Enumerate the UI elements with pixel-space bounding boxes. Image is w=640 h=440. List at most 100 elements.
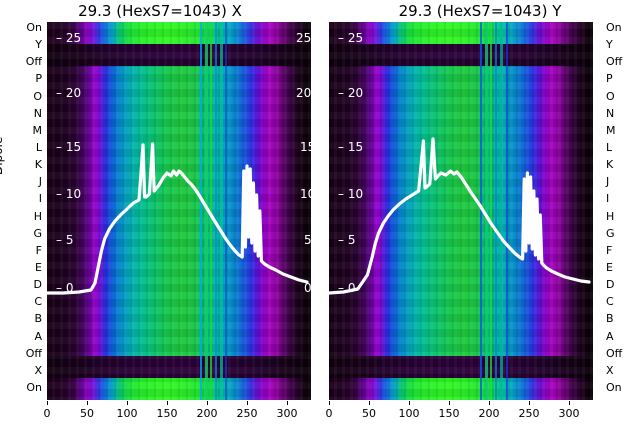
heatmap-band-main [47,66,311,356]
category-label-left-13: F [35,243,42,257]
x-tick-label-p1-6: 300 [558,407,580,420]
category-label-left-10: I [38,192,42,206]
x-tick-mark-p0-5 [247,401,248,405]
category-label-left-5: N [33,106,42,120]
category-label-right-0: On [606,21,622,34]
heatmap-band-separator-upper2 [47,58,311,66]
category-label-left-9: J [38,175,42,189]
x-tick-mark-p1-4 [489,401,490,405]
panel-y-heatmap[interactable] [329,22,593,400]
ytick-0: – 0 [56,281,74,295]
category-label-right-21: On [606,381,622,394]
x-tick-label-p1-2: 100 [398,407,420,420]
category-label-right-9: J [606,175,610,189]
category-label-left-7: L [35,141,42,154]
category-label-left-21: On [26,381,42,394]
ytick-5: – 5 [56,233,74,247]
ytick-0: – 0 [338,281,356,295]
category-label-left-4: O [33,89,42,103]
panel-y: 29.3 (HexS7=1043) Y – 25 – 20 [320,0,640,440]
x-tick-label-p0-1: 50 [80,407,94,420]
ytick-20: – 20 [338,86,364,100]
category-label-left-18: A [34,329,42,343]
category-label-right-1: Y [606,38,613,52]
ytick-right-0: 0 [304,281,312,295]
x-tick-label-p1-5: 250 [518,407,540,420]
x-tick-mark-p1-5 [529,401,530,405]
heatmap-band-separator-upper [47,44,311,58]
category-label-left-12: G [33,226,42,240]
x-tick-mark-p0-2 [127,401,128,405]
ytick-15: – 15 [338,140,364,154]
category-label-right-7: L [606,141,613,154]
ytick-25: – 25 [56,31,82,45]
category-label-right-14: E [606,261,613,274]
category-label-right-5: N [606,106,615,120]
panel-y-title: 29.3 (HexS7=1043) Y [398,2,562,20]
category-label-left-11: H [33,209,42,223]
category-label-left-17: B [34,312,42,326]
x-tick-label-p1-4: 200 [478,407,500,420]
category-label-left-2: Off [25,55,42,69]
x-tick-mark-p1-1 [369,401,370,405]
panel-x-title: 29.3 (HexS7=1043) X [78,2,242,20]
ytick-right-5: 5 [304,233,312,247]
category-label-right-2: Off [606,55,623,69]
x-tick-label-p0-6: 300 [276,407,298,420]
x-tick-mark-p0-1 [87,401,88,405]
x-tick-mark-p1-0 [329,401,330,405]
category-label-left-8: K [34,158,42,172]
category-label-right-18: A [606,329,614,343]
ytick-5: – 5 [338,233,356,247]
x-tick-mark-p0-6 [287,401,288,405]
x-tick-mark-p1-2 [409,401,410,405]
panel-x: 29.3 (HexS7=1043) X – 25 – 20 [47,2,316,400]
x-tick-mark-p1-3 [449,401,450,405]
x-tick-label-p0-3: 150 [156,407,178,420]
category-label-right-13: F [606,243,613,257]
x-tick-label-p1-3: 150 [438,407,460,420]
heatmap-band-bottom-bright [47,378,311,400]
heatmap-band-main [329,66,593,356]
category-label-right-3: P [606,72,613,86]
x-tick-label-p0-0: 0 [43,407,51,420]
category-label-right-15: D [606,278,615,292]
category-label-left-16: C [34,295,42,309]
category-label-right-17: B [606,312,614,326]
x-tick-mark-p1-6 [569,401,570,405]
category-label-right-16: C [606,295,614,309]
category-label-left-20: X [34,363,42,377]
panel-y-trace [329,137,591,295]
x-tick-label-p1-1: 50 [362,407,376,420]
category-label-right-10: I [606,192,610,206]
ytick-right-20: 20 [296,86,312,100]
ytick-15: – 15 [56,140,82,154]
x-tick-mark-p0-3 [167,401,168,405]
category-label-right-12: G [606,226,615,240]
x-tick-label-p0-2: 100 [116,407,138,420]
panel-x-trace [47,142,309,295]
ytick-right-15: 15 [300,140,316,154]
category-label-left-14: E [35,261,42,274]
category-label-right-11: H [606,209,615,223]
x-tick-mark-p0-4 [207,401,208,405]
category-label-right-4: O [606,89,615,103]
ytick-right-10: 10 [300,187,316,201]
category-label-left-3: P [35,72,42,86]
x-tick-label-p0-5: 250 [236,407,258,420]
heatmap-band-separator-upper [329,44,593,58]
x-tick-mark-p0-0 [47,401,48,405]
category-label-left-1: Y [35,38,42,52]
category-label-right-6: M [606,123,616,137]
x-tick-label-p0-4: 200 [196,407,218,420]
heatmap-band-separator-lower [329,356,593,378]
heatmap-band-separator-upper2 [329,58,593,66]
category-label-left-15: D [33,278,42,292]
ytick-20: – 20 [56,86,82,100]
category-label-left-19: Off [25,346,42,360]
ytick-25: – 25 [338,31,364,45]
category-label-right-20: X [606,363,614,377]
category-label-right-8: K [606,158,614,172]
panel-x-heatmap[interactable] [47,22,311,400]
